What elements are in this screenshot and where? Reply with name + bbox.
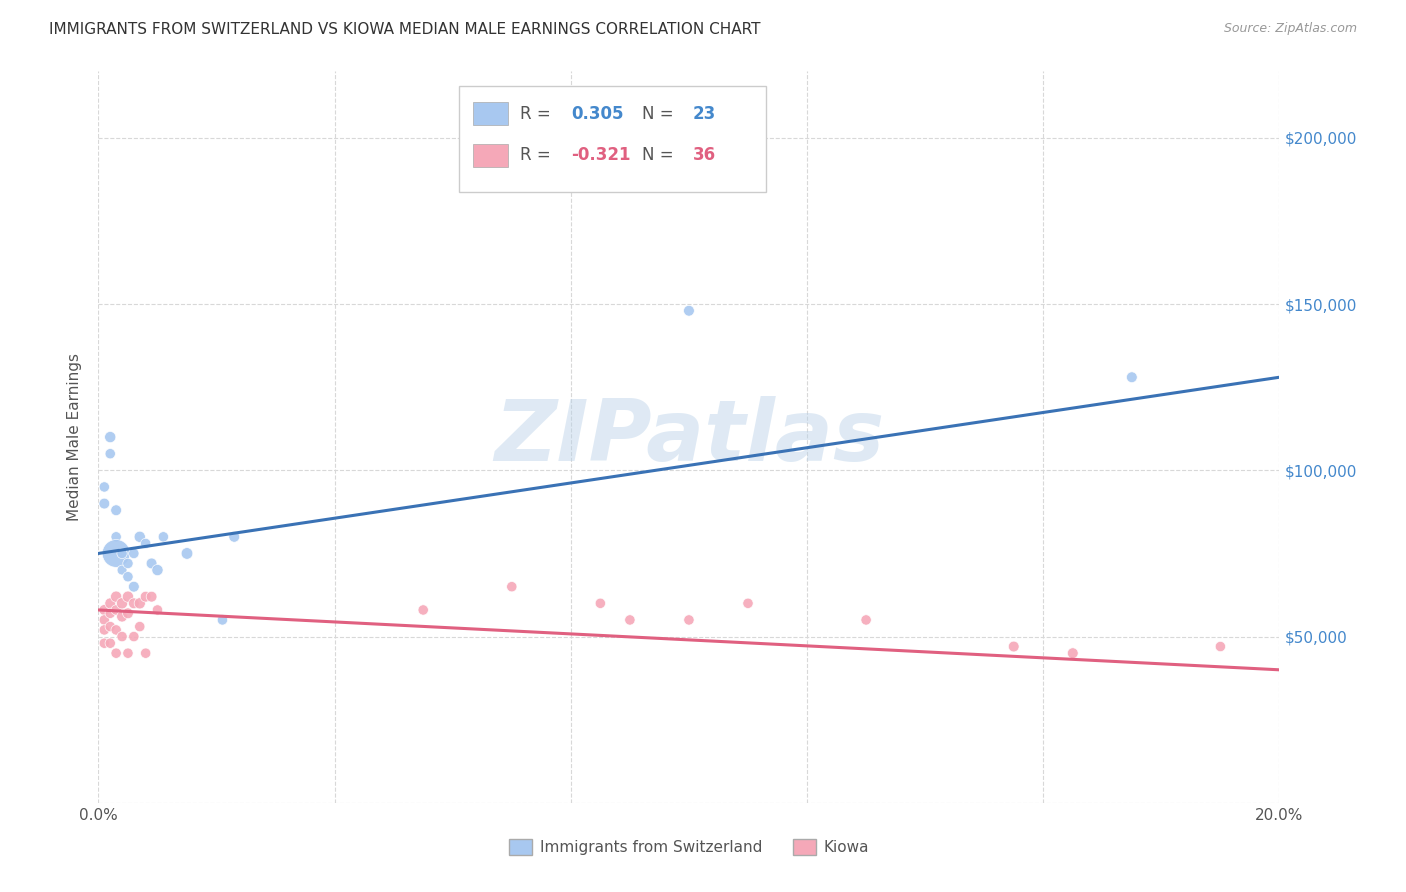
Text: 23: 23: [693, 104, 716, 123]
Point: [93, 613, 115, 627]
Point: [117, 607, 139, 621]
Point: [122, 580, 145, 594]
Text: IMMIGRANTS FROM SWITZERLAND VS KIOWA MEDIAN MALE EARNINGS CORRELATION CHART: IMMIGRANTS FROM SWITZERLAND VS KIOWA MED…: [49, 22, 761, 37]
Point: [98, 447, 121, 461]
Point: [737, 596, 759, 610]
Point: [98, 596, 121, 610]
Point: [98, 636, 121, 650]
Point: [117, 590, 139, 604]
Point: [678, 613, 700, 627]
Point: [1062, 646, 1084, 660]
Point: [105, 530, 128, 544]
Point: [93, 603, 115, 617]
Point: [135, 590, 157, 604]
Point: [1002, 640, 1025, 654]
Point: [128, 596, 150, 610]
Text: R =: R =: [520, 104, 551, 123]
Point: [111, 630, 134, 644]
Point: [122, 630, 145, 644]
Point: [412, 603, 434, 617]
Text: Source: ZipAtlas.com: Source: ZipAtlas.com: [1223, 22, 1357, 36]
Point: [619, 613, 641, 627]
Point: [93, 623, 115, 637]
Point: [211, 613, 233, 627]
FancyBboxPatch shape: [458, 86, 766, 192]
Point: [1121, 370, 1143, 384]
Point: [146, 563, 169, 577]
Point: [146, 603, 169, 617]
Point: [152, 530, 174, 544]
Point: [501, 580, 523, 594]
Point: [122, 546, 145, 560]
Text: -0.321: -0.321: [571, 146, 630, 164]
Point: [105, 590, 128, 604]
Text: N =: N =: [641, 104, 673, 123]
Legend: Immigrants from Switzerland, Kiowa: Immigrants from Switzerland, Kiowa: [503, 833, 875, 861]
Text: 36: 36: [693, 146, 716, 164]
Point: [98, 607, 121, 621]
Point: [589, 596, 612, 610]
Text: N =: N =: [641, 146, 673, 164]
Point: [93, 636, 115, 650]
Point: [224, 530, 246, 544]
Point: [128, 530, 150, 544]
Y-axis label: Median Male Earnings: Median Male Earnings: [67, 353, 83, 521]
Point: [678, 303, 700, 318]
Point: [98, 430, 121, 444]
Point: [135, 646, 157, 660]
Point: [111, 563, 134, 577]
Bar: [472, 102, 508, 126]
Point: [105, 603, 128, 617]
Point: [176, 546, 198, 560]
Point: [117, 646, 139, 660]
Point: [105, 546, 128, 560]
Point: [141, 590, 163, 604]
Point: [111, 596, 134, 610]
Point: [93, 480, 115, 494]
Point: [111, 609, 134, 624]
Text: 0.305: 0.305: [571, 104, 623, 123]
Text: ZIPatlas: ZIPatlas: [494, 395, 884, 479]
Point: [1209, 640, 1232, 654]
Point: [117, 570, 139, 584]
Point: [122, 596, 145, 610]
Point: [105, 503, 128, 517]
Bar: [472, 144, 508, 167]
Point: [128, 619, 150, 633]
Point: [98, 619, 121, 633]
Point: [105, 646, 128, 660]
Point: [855, 613, 877, 627]
Point: [141, 557, 163, 571]
Point: [111, 546, 134, 560]
Point: [93, 497, 115, 511]
Point: [117, 557, 139, 571]
Point: [105, 623, 128, 637]
Point: [135, 536, 157, 550]
Text: R =: R =: [520, 146, 551, 164]
